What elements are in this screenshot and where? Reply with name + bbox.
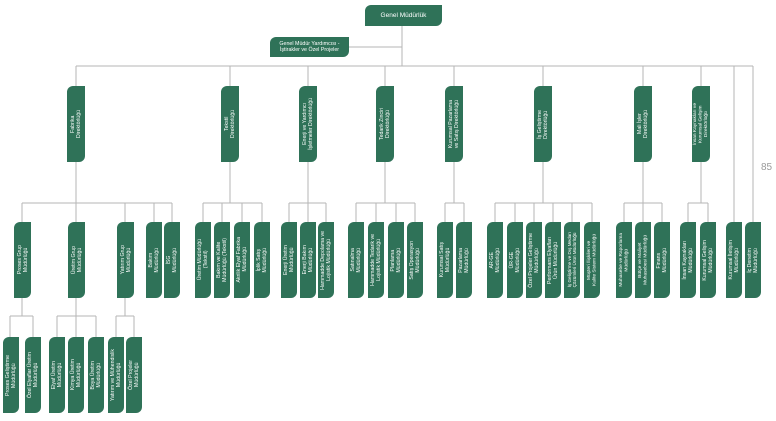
department-musteri-iliskileri[interactable]: Müşteri İlişkileri ve Kalite Sistem Müdü… bbox=[584, 222, 600, 298]
department-label: Yatırım Grup Müdürlüğü bbox=[119, 245, 132, 275]
directorate-label: Mali İşler Direktörlüğü bbox=[637, 110, 649, 138]
directorate-insan-kaynaklari[interactable]: İnsan Kaynakları ve Kurumsal Gelişim Dir… bbox=[692, 86, 710, 162]
department-label: Enerji Bakım Müdürlüğü bbox=[302, 245, 314, 275]
department-dis-medari[interactable]: İş Geliştirme ve Dış Medarı Çözümleri Ür… bbox=[564, 222, 580, 298]
unit-label: Yatırım ve Mühendislik Müdürlüğü bbox=[110, 348, 122, 402]
department-akrilik-elyaf[interactable]: Akrilik Elyaf Fabrika Müdürlüğü bbox=[234, 222, 250, 298]
department-label: Performans Elyafları Ürün Müdürlüğü bbox=[547, 236, 559, 284]
directorate-label: Enerji ve Yardımcı İşletmeler Direktörlü… bbox=[302, 98, 314, 150]
root-node[interactable]: Genel Müdürlük bbox=[365, 5, 442, 26]
department-label: Kurumsal İletişim Müdürlüğü bbox=[728, 240, 740, 280]
department-label: Enerji Üretim Müdürlüğü bbox=[283, 245, 295, 275]
department-label: AR-GE Müdürlüğü bbox=[489, 247, 501, 273]
department-ur-ge[interactable]: ÜR-GE Müdürlüğü bbox=[507, 222, 523, 298]
department-satis-operasyon[interactable]: Satış Operasyon Müdürlüğü bbox=[407, 222, 423, 298]
department-label: Üretim Müdürlüğü (Tekstil) bbox=[197, 239, 209, 281]
directorate-label: Tedarik Zinciri Direktörlüğü bbox=[379, 108, 391, 140]
department-label: Kurumsal Satış Müdürlüğü bbox=[439, 242, 451, 278]
unit-label: Elyaf Üretim Müdürlüğü bbox=[51, 360, 63, 390]
department-bakim[interactable]: Bakım Müdürlüğü bbox=[146, 222, 162, 298]
department-label: İç Denetim Müdürlüğü bbox=[747, 247, 759, 273]
department-label: Satınalma Müdürlüğü bbox=[350, 247, 362, 273]
unit-ozel-elyaflar-uretim[interactable]: Özel Elyaflar Üretim Müdürlüğü bbox=[25, 337, 41, 413]
directorate-is-gelistirme[interactable]: İş Geliştirme Direktörlüğü bbox=[534, 86, 552, 162]
department-label: İş Geliştirme ve Dış Medarı Çözümleri Ür… bbox=[566, 232, 577, 288]
department-enerji-bakim[interactable]: Enerji Bakım Müdürlüğü bbox=[300, 222, 316, 298]
department-label: Satış Operasyon Müdürlüğü bbox=[409, 240, 421, 280]
unit-label: Özel Elyaflar Üretim Müdürlüğü bbox=[27, 351, 39, 399]
unit-elyaf-uretim[interactable]: Elyaf Üretim Müdürlüğü bbox=[49, 337, 65, 413]
unit-kimya-uretim[interactable]: Kimya Üretim Müdürlüğü bbox=[68, 337, 84, 413]
department-label: Üretim Grup Müdürlüğü bbox=[70, 245, 83, 275]
department-label: Pazarlama Müdürlüğü bbox=[458, 247, 470, 273]
directorate-mali-isler[interactable]: Mali İşler Direktörlüğü bbox=[634, 86, 652, 162]
directorate-enerji[interactable]: Enerji ve Yardımcı İşletmeler Direktörlü… bbox=[299, 86, 317, 162]
department-ozel-projeler-gelistirme[interactable]: Özel Projeler Geliştirme Müdürlüğü bbox=[526, 222, 542, 298]
department-hammadde-depolama[interactable]: Hammadde Depolama ve Lojistik Müdürlüğü bbox=[318, 222, 334, 298]
department-label: Bütçe ve Maliyet Muhasebesi Müdürlüğü bbox=[637, 235, 648, 285]
department-label: İnsan Kaynakları Müdürlüğü bbox=[682, 240, 694, 280]
department-label: İSG Müdürlüğü bbox=[166, 247, 178, 273]
unit-boya-uretim[interactable]: Boya Üretim Müdürlüğü bbox=[88, 337, 104, 413]
directorate-label: Fabrika Direktörlüğü bbox=[70, 110, 82, 138]
department-uretim-tekstil[interactable]: Üretim Müdürlüğü (Tekstil) bbox=[195, 222, 211, 298]
department-label: Hammadde Tedarik ve Lojistik Müdürlüğü bbox=[370, 234, 382, 286]
department-label: Muhasebe ve Raporlama Müdürlüğü bbox=[618, 233, 629, 287]
unit-ozel-projeler[interactable]: Özel Projeler Müdürlüğü bbox=[126, 337, 142, 413]
unit-yatirim-muhendislik[interactable]: Yatırım ve Mühendislik Müdürlüğü bbox=[108, 337, 124, 413]
department-iplik-satis[interactable]: İplik Satış Müdürlüğü bbox=[254, 222, 270, 298]
department-label: Finans Müdürlüğü bbox=[656, 247, 668, 273]
root-label: Genel Müdürlük bbox=[380, 12, 427, 19]
directorate-label: İş Geliştirme Direktörlüğü bbox=[537, 109, 549, 139]
unit-label: Kimya Üretim Müdürlüğü bbox=[70, 359, 82, 391]
department-label: Özel Projeler Geliştirme Müdürlüğü bbox=[528, 232, 540, 288]
unit-label: Proses Geliştirme Müdürlüğü bbox=[5, 354, 17, 396]
department-satinalma[interactable]: Satınalma Müdürlüğü bbox=[348, 222, 364, 298]
directorate-tedarik[interactable]: Tedarik Zinciri Direktörlüğü bbox=[376, 86, 394, 162]
department-label: Proses Grup Müdürlüğü bbox=[16, 245, 29, 275]
directorate-label: Kurumsal Pazarlama ve Satış Direktörlüğü bbox=[448, 99, 460, 149]
directorate-label: İnsan Kaynakları ve Kurumsal Gelişim Dir… bbox=[692, 102, 709, 146]
department-uretim-grup[interactable]: Üretim Grup Müdürlüğü bbox=[68, 222, 85, 298]
department-label: İplik Satış Müdürlüğü bbox=[256, 247, 268, 273]
department-muhasebe-raporlama[interactable]: Muhasebe ve Raporlama Müdürlüğü bbox=[616, 222, 632, 298]
department-kurumsal-gelisim[interactable]: Kurumsal Gelişim Müdürlüğü bbox=[700, 222, 716, 298]
directorate-kurumsal-pazarlama[interactable]: Kurumsal Pazarlama ve Satış Direktörlüğü bbox=[445, 86, 463, 162]
unit-proses-gelistirme[interactable]: Proses Geliştirme Müdürlüğü bbox=[3, 337, 19, 413]
directorate-tekstil[interactable]: Tekstil Direktörlüğü bbox=[221, 86, 239, 162]
department-hammadde-tedarik[interactable]: Hammadde Tedarik ve Lojistik Müdürlüğü bbox=[368, 222, 384, 298]
department-pazarlama[interactable]: Pazarlama Müdürlüğü bbox=[456, 222, 472, 298]
assistant-node[interactable]: Genel Müdür Yardımcısı - İştirakler ve Ö… bbox=[270, 37, 349, 57]
department-label: Akrilik Elyaf Fabrika Müdürlüğü bbox=[236, 237, 248, 283]
department-bakim-kalite-tekstil[interactable]: Bakım ve Kalite Müdürlüğü (Tekstil) bbox=[214, 222, 230, 298]
department-insan-kaynaklari[interactable]: İnsan Kaynakları Müdürlüğü bbox=[680, 222, 696, 298]
page-number: 85 bbox=[761, 162, 773, 173]
department-kurumsal-satis[interactable]: Kurumsal Satış Müdürlüğü bbox=[437, 222, 453, 298]
department-proses-grup[interactable]: Proses Grup Müdürlüğü bbox=[14, 222, 31, 298]
department-label: Hammadde Depolama ve Lojistik Müdürlüğü bbox=[320, 230, 332, 290]
department-enerji-uretim[interactable]: Enerji Üretim Müdürlüğü bbox=[281, 222, 297, 298]
department-label: Bakım Müdürlüğü bbox=[148, 247, 160, 273]
department-label: Kurumsal Gelişim Müdürlüğü bbox=[702, 239, 714, 281]
assistant-label: Genel Müdür Yardımcısı - İştirakler ve Ö… bbox=[279, 40, 340, 53]
department-yatirim-grup[interactable]: Yatırım Grup Müdürlüğü bbox=[117, 222, 134, 298]
department-label: ÜR-GE Müdürlüğü bbox=[509, 247, 521, 273]
department-label: Müşteri İlişkileri ve Kalite Sistem Müdü… bbox=[586, 234, 597, 286]
department-ar-ge[interactable]: AR-GE Müdürlüğü bbox=[487, 222, 503, 298]
unit-label: Boya Üretim Müdürlüğü bbox=[90, 360, 102, 390]
directorate-fabrika[interactable]: Fabrika Direktörlüğü bbox=[67, 86, 85, 162]
department-kurumsal-iletisim[interactable]: Kurumsal İletişim Müdürlüğü bbox=[726, 222, 742, 298]
department-isg[interactable]: İSG Müdürlüğü bbox=[164, 222, 180, 298]
department-label: Bakım ve Kalite Müdürlüğü (Tekstil) bbox=[216, 238, 228, 282]
department-planlama[interactable]: Planlama Müdürlüğü bbox=[388, 222, 404, 298]
unit-label: Özel Projeler Müdürlüğü bbox=[128, 360, 140, 390]
department-label: Planlama Müdürlüğü bbox=[390, 247, 402, 273]
department-butce-maliyet[interactable]: Bütçe ve Maliyet Muhasebesi Müdürlüğü bbox=[635, 222, 651, 298]
department-ic-denetim[interactable]: İç Denetim Müdürlüğü bbox=[745, 222, 761, 298]
department-finans[interactable]: Finans Müdürlüğü bbox=[654, 222, 670, 298]
directorate-label: Tekstil Direktörlüğü bbox=[224, 110, 236, 138]
department-performans-elyaflari[interactable]: Performans Elyafları Ürün Müdürlüğü bbox=[545, 222, 561, 298]
